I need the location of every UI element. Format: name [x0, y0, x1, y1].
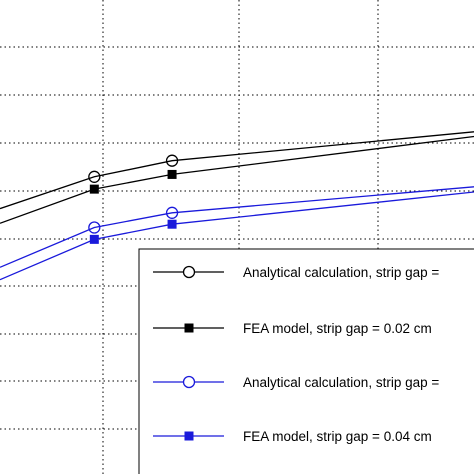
series-line	[0, 186, 474, 268]
legend-item: Analytical calculation, strip gap =	[153, 375, 439, 390]
legend-item: FEA model, strip gap = 0.02 cm	[153, 321, 432, 336]
data-point	[167, 219, 177, 229]
data-point	[88, 221, 101, 234]
legend-marker	[184, 323, 194, 333]
legend-item: Analytical calculation, strip gap =	[153, 265, 439, 280]
data-point	[89, 184, 99, 194]
series-2	[0, 135, 474, 224]
legend-marker	[182, 375, 196, 389]
series-3	[0, 186, 474, 268]
data-point	[89, 234, 99, 244]
series-4	[0, 191, 474, 281]
data-point	[165, 154, 179, 167]
series-1	[0, 131, 474, 210]
legend-label: FEA model, strip gap = 0.02 cm	[243, 321, 432, 336]
series-line	[0, 131, 474, 210]
legend-label: FEA model, strip gap = 0.04 cm	[243, 429, 432, 444]
legend-item: FEA model, strip gap = 0.04 cm	[153, 429, 432, 444]
series-line	[0, 191, 474, 281]
data-point	[167, 169, 177, 179]
legend-marker	[182, 265, 196, 279]
legend: Analytical calculation, strip gap = FEA …	[138, 248, 474, 474]
legend-label: Analytical calculation, strip gap =	[243, 265, 439, 280]
data-point	[165, 206, 179, 219]
legend-marker	[184, 431, 194, 441]
data-point	[88, 170, 101, 183]
series-line	[0, 135, 474, 224]
legend-label: Analytical calculation, strip gap =	[243, 375, 439, 390]
series-layer	[0, 131, 474, 281]
